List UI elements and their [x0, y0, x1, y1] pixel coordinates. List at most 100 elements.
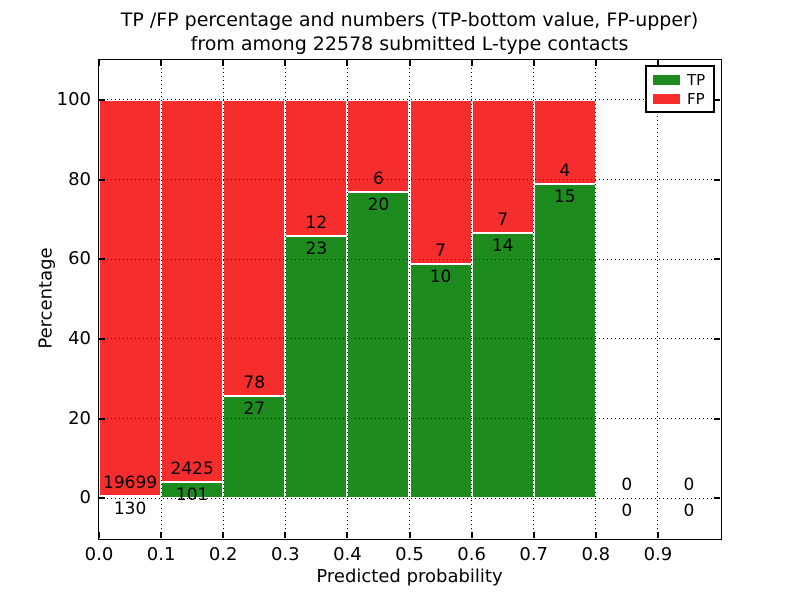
tick-mark-x-bottom [532, 532, 535, 538]
tp-count-label-2: 27 [243, 398, 266, 419]
bar-segment-tp-2 [223, 395, 286, 499]
fp-count-label-1: 2425 [170, 459, 214, 480]
plot-area: 19699 130 2425 101 78 27 12 23 6 20 7 10 7 14 4 15 0 0 0 0 [98, 60, 720, 538]
tick-mark-y-left [99, 178, 105, 181]
bar-segment-fp-6 [471, 99, 534, 233]
x-axis-label: Predicted probability [316, 566, 503, 587]
grid-line-vertical [160, 60, 162, 538]
legend-label-tp: TP [687, 70, 706, 89]
x-tick-label: 0.3 [270, 544, 300, 565]
tick-mark-x-top [470, 60, 473, 66]
fp-count-label-4: 6 [373, 168, 384, 189]
bar-segment-fp-5 [409, 99, 472, 264]
tick-mark-y-left [99, 337, 105, 340]
x-tick-label: 0.2 [208, 544, 238, 565]
tick-mark-y-right [714, 497, 720, 500]
fp-count-label-9: 0 [683, 475, 695, 496]
tick-mark-y-right [714, 98, 720, 101]
x-tick-label: 0.0 [84, 544, 114, 565]
tick-mark-y-right [714, 337, 720, 340]
fp-count-label-2: 78 [243, 372, 266, 393]
tick-mark-x-top [532, 60, 535, 66]
grid-line-vertical [284, 60, 286, 538]
tick-mark-x-top [346, 60, 349, 66]
tick-mark-y-left [99, 497, 105, 500]
tick-mark-y-right [714, 417, 720, 420]
tp-count-label-3: 23 [305, 239, 328, 260]
fp-count-label-5: 7 [435, 240, 446, 261]
tp-count-label-7: 15 [553, 186, 576, 207]
tick-mark-x-bottom [98, 532, 100, 538]
tp-count-label-4: 20 [367, 194, 390, 215]
chart-title-line2: from among 22578 submitted L-type contac… [190, 33, 629, 55]
tp-count-label-0: 130 [113, 498, 147, 519]
bar-segment-fp-2 [223, 99, 286, 396]
legend: TP FP [645, 65, 715, 113]
fp-count-label-0: 19699 [103, 472, 158, 493]
grid-line-vertical [409, 60, 410, 538]
bar-segment-fp-0 [99, 99, 162, 496]
bar-segment-fp-1 [161, 99, 224, 483]
bar-segment-fp-4 [347, 99, 410, 192]
tick-mark-x-bottom [594, 532, 597, 538]
tick-mark-x-top [408, 60, 411, 66]
x-tick-label: 0.9 [643, 544, 673, 565]
bar-segment-tp-4 [347, 191, 410, 499]
tick-mark-x-bottom [346, 532, 349, 538]
bar-segment-fp-7 [533, 99, 596, 184]
tick-mark-x-top [160, 60, 163, 66]
tick-mark-x-top [222, 60, 225, 66]
bar-segment-tp-5 [409, 263, 472, 499]
tick-mark-y-right [714, 258, 720, 261]
grid-line-vertical [657, 60, 659, 538]
fp-count-label-6: 7 [497, 209, 509, 230]
legend-entry-tp: TP [653, 72, 713, 88]
fp-color-swatch-icon [653, 93, 680, 104]
tick-mark-x-bottom [284, 532, 287, 538]
legend-label-fp: FP [687, 89, 705, 108]
tick-mark-y-left [99, 417, 105, 420]
x-tick-label: 0.6 [457, 544, 486, 565]
tick-mark-x-bottom [222, 532, 225, 538]
tick-mark-x-bottom [656, 532, 659, 538]
tp-count-label-9: 0 [683, 501, 695, 522]
bar-segment-tp-7 [533, 183, 596, 499]
grid-line-vertical [346, 60, 348, 538]
chart-title: TP /FP percentage and numbers (TP-bottom… [99, 8, 720, 56]
tick-mark-x-top [98, 60, 100, 66]
x-tick-label: 0.1 [146, 544, 176, 565]
tick-mark-x-top [656, 60, 659, 66]
x-tick-label: 0.7 [519, 544, 549, 565]
y-tick-label: 80 [68, 168, 91, 190]
tick-mark-x-bottom [470, 532, 473, 538]
tick-mark-y-left [99, 258, 105, 261]
grid-line-vertical [533, 60, 535, 538]
y-tick-label: 0 [79, 487, 91, 509]
tp-count-label-5: 10 [429, 266, 452, 287]
legend-entry-fp: FP [653, 91, 713, 107]
fp-count-label-8: 0 [621, 475, 633, 496]
grid-line-vertical [595, 60, 597, 538]
tick-mark-y-right [714, 178, 720, 181]
x-tick-label: 0.8 [581, 544, 611, 565]
tick-mark-x-bottom [160, 532, 163, 538]
y-tick-label: 60 [68, 248, 91, 270]
x-tick-label: 0.5 [395, 544, 424, 565]
tick-mark-x-bottom [408, 532, 411, 538]
fp-count-label-3: 12 [305, 213, 328, 234]
bar-segment-tp-6 [471, 232, 534, 499]
bar-segment-tp-3 [285, 236, 348, 499]
grid-line-vertical [222, 60, 224, 538]
tp-color-swatch-icon [653, 74, 680, 85]
y-tick-label: 40 [68, 327, 91, 349]
tick-mark-x-top [594, 60, 597, 66]
x-tick-label: 0.4 [333, 544, 362, 565]
fp-count-label-7: 4 [559, 160, 571, 181]
tp-count-label-6: 14 [491, 235, 514, 256]
tick-mark-y-left [99, 98, 105, 101]
grid-line-vertical [471, 60, 473, 538]
tick-mark-x-top [284, 60, 287, 66]
bar-segment-fp-3 [285, 99, 348, 237]
tp-count-label-1: 101 [175, 485, 209, 506]
